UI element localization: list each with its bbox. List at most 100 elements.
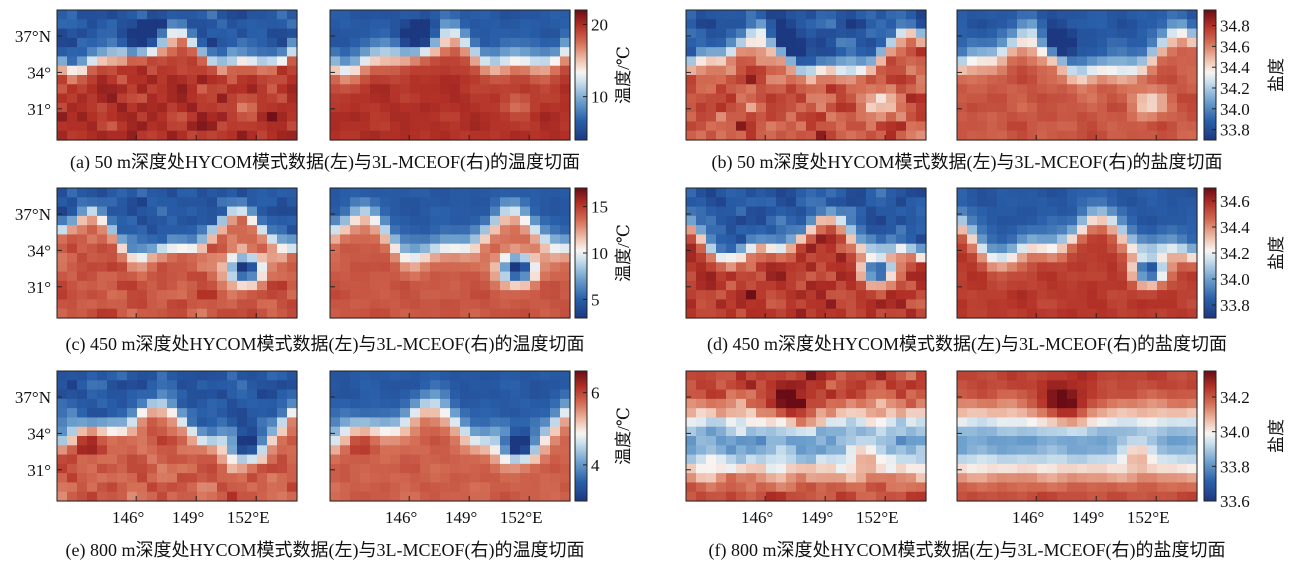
heatmap-cell [520,262,531,273]
heatmap-cell [530,271,541,282]
heatmap-cell [187,463,198,474]
heatmap-cell [87,299,98,310]
heatmap-cell [207,28,218,39]
heatmap-cell [500,445,511,456]
heatmap-cell [550,28,561,39]
heatmap-cell [1177,234,1188,245]
heatmap-cell [1087,308,1098,319]
heatmap-cell [450,65,461,76]
heatmap-cell [736,371,747,381]
heatmap-cell [117,206,128,217]
heatmap-cell [1027,234,1038,245]
colorbar-tick-label: 34.2 [1220,244,1250,263]
heatmap-cell [197,37,208,48]
heatmap-cell [1067,398,1078,409]
heatmap-cell [997,299,1008,310]
heatmap-cell [846,19,857,30]
heatmap-cell [957,37,968,48]
heatmap-cell [1127,308,1138,319]
heatmap-cell [137,253,148,263]
heatmap-cell [247,75,258,85]
heatmap-cell [987,454,998,465]
heatmap-cell [886,417,897,428]
heatmap-cell [410,206,421,217]
heatmap-cell [157,10,168,20]
heatmap-cell [987,37,998,48]
heatmap-cell [510,463,521,474]
heatmap-cell [826,65,837,76]
heatmap-cell [177,454,188,465]
map-frame [56,187,298,319]
heatmap-cell [686,102,697,113]
lon-label: 149° [1072,508,1104,527]
heatmap-cell [450,84,461,95]
heatmap-cell [440,65,451,76]
heatmap-cell [350,491,361,502]
heatmap-cell [736,491,747,502]
heatmap-cell [977,37,988,48]
heatmap-cell [187,426,198,437]
heatmap-cell [380,215,391,226]
heatmap-cell [267,188,278,198]
heatmap-cell [1067,445,1078,456]
heatmap-cell [686,37,697,48]
heatmap-cell [380,75,391,85]
heatmap-cell [380,280,391,291]
heatmap-cell [896,417,907,428]
heatmap-cell [137,371,148,381]
heatmap-cell [137,426,148,437]
heatmap-cell [380,253,391,263]
heatmap-cell [470,371,481,381]
heatmap-cell [287,102,298,113]
heatmap-cell [257,84,268,95]
heatmap-cell [510,473,521,484]
heatmap-cell [816,234,827,245]
heatmap-cell [1077,473,1088,484]
heatmap-cell [866,253,877,263]
heatmap-cell [420,454,431,465]
heatmap-cell [530,380,541,391]
heatmap-cell [420,37,431,48]
heatmap-cell [716,491,727,502]
heatmap-cell [217,253,228,263]
heatmap-cell [77,65,88,76]
heatmap-cell [247,206,258,217]
heatmap-cell [706,75,717,85]
heatmap-cell [520,308,531,319]
heatmap-cell [510,28,521,39]
heatmap-cell [500,308,511,319]
heatmap-cell [836,436,847,446]
heatmap-cell [187,271,198,282]
heatmap-cell [420,93,431,104]
heatmap-cell [1077,234,1088,245]
heatmap-cell [1127,262,1138,273]
heatmap-cell [197,75,208,85]
heatmap-cell [1047,188,1058,198]
heatmap-cell [906,65,917,76]
heatmap-cell [117,445,128,456]
lon-label: 149° [445,508,477,527]
heatmap-cell [1167,408,1178,419]
heatmap-cell [107,65,118,76]
heatmap-cell [277,75,288,85]
heatmap-cell [1047,243,1058,254]
heatmap-cell [370,408,381,419]
heatmap-cell [470,47,481,58]
heatmap-cell [370,491,381,502]
heatmap-cell [340,206,351,217]
heatmap-cell [1037,389,1048,400]
heatmap-cell [836,389,847,400]
heatmap-cell [886,37,897,48]
heatmap-cell [1167,436,1178,446]
heatmap-cell [530,197,541,208]
heatmap-cell [1107,262,1118,273]
heatmap-cell [886,225,897,236]
heatmap-cell [287,225,298,236]
heatmap-cell [1117,454,1128,465]
colorbar-label: 盐度 [1267,419,1286,453]
heatmap-cell [916,445,927,456]
heatmap-cell [826,10,837,20]
heatmap-cell [247,417,258,428]
heatmap-cell [390,473,401,484]
